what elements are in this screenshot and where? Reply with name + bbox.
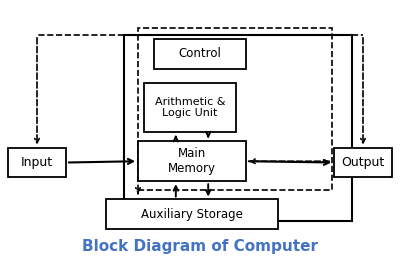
Text: Control: Control <box>178 47 222 60</box>
Bar <box>106 199 278 229</box>
Bar <box>8 148 66 177</box>
Bar <box>144 83 236 132</box>
Bar <box>138 28 332 190</box>
Text: Auxiliary Storage: Auxiliary Storage <box>141 208 243 221</box>
Text: Arithmetic &
Logic Unit: Arithmetic & Logic Unit <box>155 97 225 118</box>
Text: Block Diagram of Computer: Block Diagram of Computer <box>82 239 318 254</box>
Bar <box>124 35 352 221</box>
Bar <box>154 39 246 69</box>
Text: Input: Input <box>21 156 53 169</box>
Bar <box>334 148 392 177</box>
Text: Output: Output <box>341 156 385 169</box>
Bar <box>138 141 246 181</box>
Text: Main
Memory: Main Memory <box>168 147 216 175</box>
